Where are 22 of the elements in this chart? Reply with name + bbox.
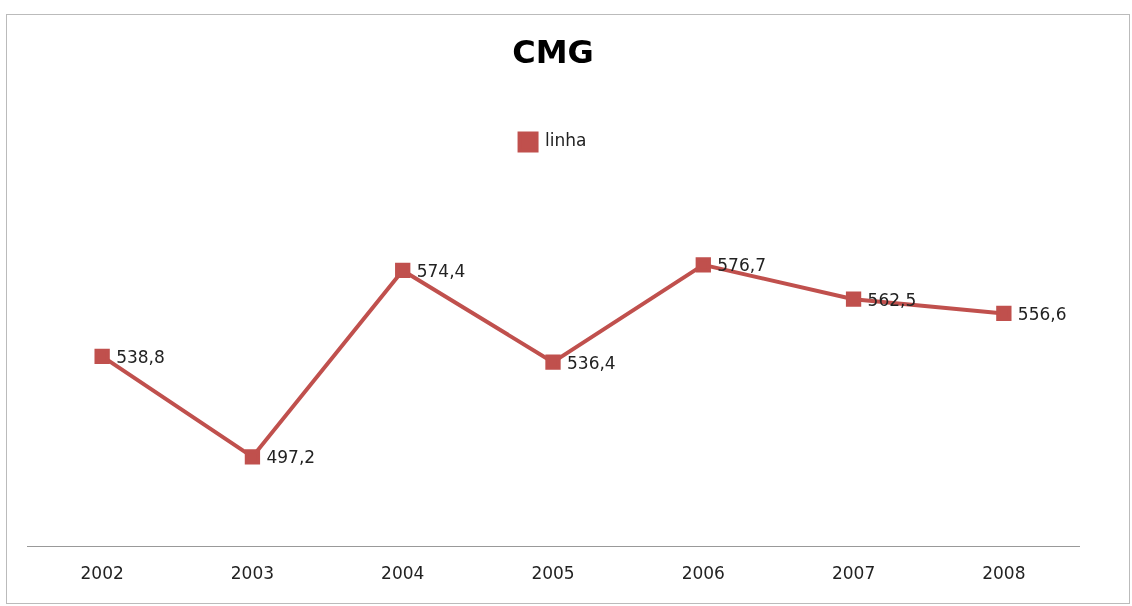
point [244, 449, 261, 465]
x-tick-label: 2004 [381, 563, 425, 584]
x-tick-label: 2003 [230, 563, 275, 584]
x-tick-label: 2006 [681, 563, 725, 584]
data-label: 576,7 [717, 255, 766, 276]
x-tick-label: 2008 [982, 563, 1026, 584]
point [845, 291, 862, 307]
point [695, 257, 711, 273]
data-label: 536,4 [567, 352, 616, 373]
point [94, 348, 110, 365]
chart-title: CMG [512, 32, 594, 71]
data-label: 574,4 [416, 260, 466, 281]
data-label: 538,8 [116, 346, 165, 367]
x-tick-label: 2005 [531, 563, 575, 584]
x-tick-label: 2007 [831, 563, 876, 584]
data-label: 497,2 [266, 447, 316, 468]
legend-label: linha [545, 130, 587, 151]
point [545, 354, 561, 370]
x-tick-label: 2002 [80, 563, 124, 584]
point [395, 262, 411, 279]
data-label: 556,6 [1017, 303, 1067, 324]
point [996, 305, 1012, 322]
